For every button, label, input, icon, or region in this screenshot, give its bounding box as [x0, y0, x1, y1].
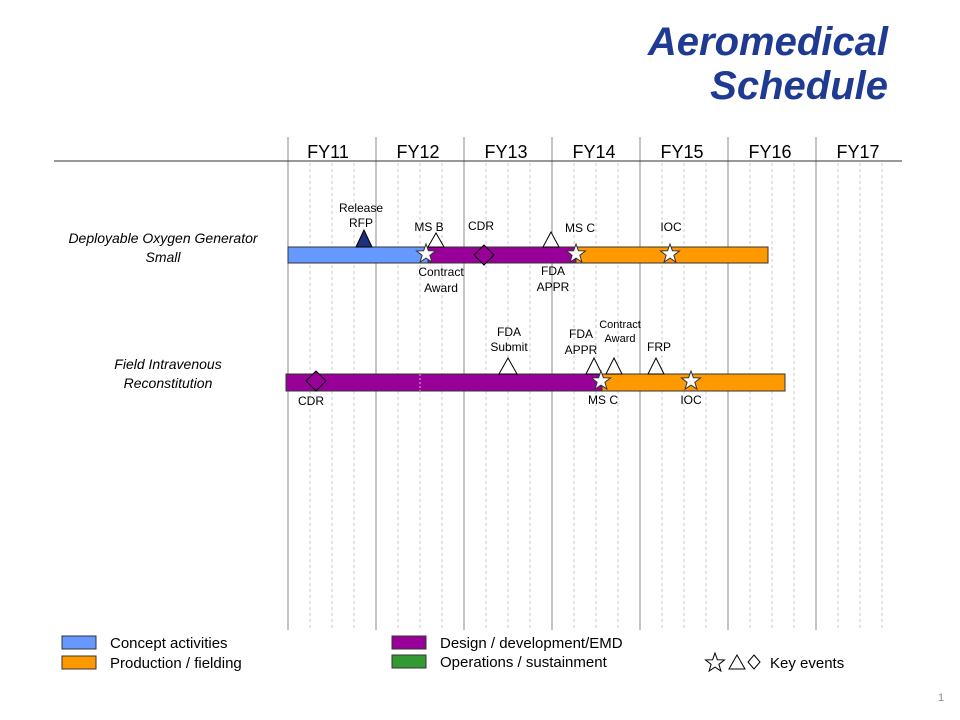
- milestone-star-icon: [415, 242, 437, 264]
- milestone-star-icon: [565, 242, 587, 264]
- title-line-1: Aeromedical: [647, 20, 888, 64]
- event-label: MS B: [414, 220, 443, 234]
- legend-triangle-icon: [728, 653, 746, 670]
- milestone-diamond-icon: [473, 244, 495, 266]
- program-name: Reconstitution: [124, 375, 213, 391]
- title-line-2: Schedule: [710, 64, 888, 108]
- event-label: MS C: [565, 221, 595, 235]
- milestone-diamond-icon: [305, 370, 327, 392]
- event-label: MS C: [588, 393, 618, 407]
- legend-label: Operations / sustainment: [440, 654, 608, 671]
- legend-star-icon: [704, 651, 726, 673]
- legend-swatch-operations: [391, 654, 427, 669]
- milestone-triangle-icon: [605, 356, 623, 375]
- program-name: Small: [145, 249, 181, 265]
- event-label: RFP: [349, 216, 373, 230]
- milestone-triangle-filled-icon: [355, 228, 373, 248]
- fy-label: FY16: [748, 142, 791, 162]
- milestone-triangle-icon: [542, 230, 560, 248]
- event-label: Submit: [490, 340, 528, 354]
- milestone-star-icon: [590, 369, 612, 391]
- legend-swatch-design: [391, 635, 427, 650]
- milestone-triangle-icon: [498, 356, 518, 375]
- event-label: Award: [424, 281, 458, 295]
- event-label: IOC: [660, 220, 682, 234]
- event-label: FRP: [647, 340, 671, 354]
- fy-label: FY11: [307, 142, 349, 162]
- phase-bar-design: [427, 246, 577, 264]
- phase-bar-design: [285, 373, 603, 392]
- legend-swatch-production: [61, 655, 97, 670]
- event-label: Release: [339, 201, 383, 215]
- program-name: Field Intravenous: [114, 356, 221, 372]
- milestone-star-icon: [680, 369, 702, 391]
- legend-label: Design / development/EMD: [440, 635, 623, 652]
- milestone-triangle-icon: [585, 356, 603, 375]
- event-label: CDR: [468, 219, 494, 233]
- fy-label: FY13: [484, 142, 527, 162]
- event-label: FDA: [497, 325, 521, 339]
- event-label: Award: [605, 333, 636, 345]
- event-label: FDA: [541, 264, 565, 278]
- legend-label: Key events: [770, 655, 844, 672]
- event-label: FDA: [569, 327, 593, 341]
- event-label: CDR: [298, 394, 324, 408]
- event-label: Contract: [418, 265, 464, 279]
- event-label: APPR: [565, 343, 598, 357]
- milestone-triangle-icon: [427, 231, 445, 248]
- legend: Concept activities Production / fielding…: [61, 635, 844, 673]
- legend-diamond-icon: [747, 654, 761, 670]
- fy-label: FY14: [572, 142, 615, 162]
- milestone-star-icon: [659, 242, 681, 264]
- legend-swatch-concept: [61, 635, 97, 650]
- fy-label: FY15: [660, 142, 703, 162]
- milestone-triangle-icon: [647, 356, 665, 375]
- page-number: 1: [938, 692, 945, 704]
- legend-label: Production / fielding: [110, 655, 242, 672]
- phase-bar-concept: [287, 246, 429, 264]
- fy-label: FY17: [836, 142, 879, 162]
- event-label: APPR: [537, 280, 570, 294]
- legend-label: Concept activities: [110, 635, 228, 652]
- event-label: Contract: [599, 319, 641, 331]
- event-label: IOC: [680, 393, 702, 407]
- program-name: Deployable Oxygen Generator: [68, 230, 258, 246]
- fy-label: FY12: [396, 142, 439, 162]
